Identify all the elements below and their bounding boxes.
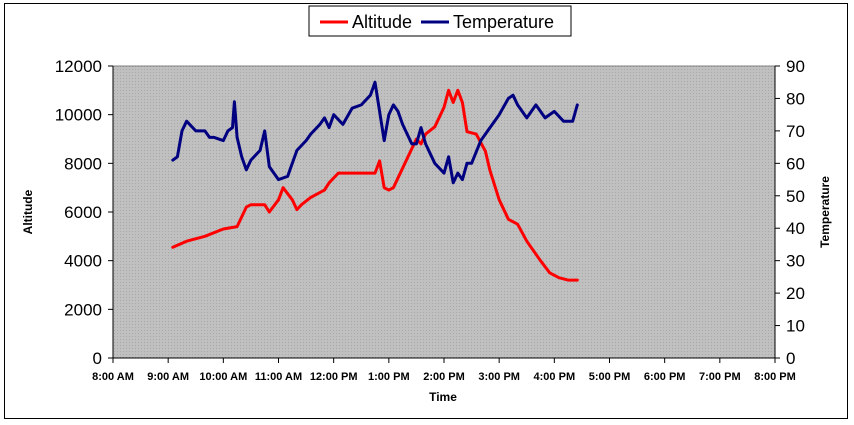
y2-tick-label: 10 (786, 317, 805, 336)
axes: 0 2000 4000 6000 8000 10000 12000 0 10 20 30 40 50 60… (55, 57, 805, 383)
y2-tick-label: 90 (786, 57, 805, 76)
legend: Altitude Temperature (308, 5, 572, 37)
x-tick-label: 9:00 AM (147, 371, 189, 383)
x-tick-label: 4:00 PM (534, 371, 576, 383)
y2-tick-label: 30 (786, 252, 805, 271)
y2-tick-label: 60 (786, 154, 805, 173)
y2-tick-label: 50 (786, 187, 805, 206)
y-tick-label: 2000 (64, 300, 102, 319)
y2-tick-label: 0 (786, 349, 795, 368)
y-tick-label: 8000 (64, 154, 102, 173)
y2-tick-label: 20 (786, 284, 805, 303)
y2-tick-label: 40 (786, 219, 805, 238)
series-line-temperature (171, 80, 579, 185)
x-tick-label: 8:00 AM (92, 371, 134, 383)
x-tick-label: 5:00 PM (589, 371, 631, 383)
x-tick-label: 7:00 PM (699, 371, 741, 383)
series-line-altitude (171, 88, 579, 282)
series-layer (171, 80, 579, 282)
plot-area (112, 65, 776, 359)
y-tick-label: 0 (93, 349, 102, 368)
x-tick-label: 1:00 PM (368, 371, 410, 383)
x-tick-label: 11:00 AM (255, 371, 302, 383)
x-tick-label: 6:00 PM (644, 371, 686, 383)
y-tick-label: 12000 (55, 57, 102, 76)
x-tick-label: 8:00 PM (754, 371, 796, 383)
y-axis-title: Altitude (21, 189, 35, 234)
y2-tick-label: 80 (786, 89, 805, 108)
x-tick-label: 10:00 AM (199, 371, 247, 383)
x-tick-label: 2:00 PM (423, 371, 465, 383)
y-tick-label: 6000 (64, 203, 102, 222)
legend-label-temperature: Temperature (453, 12, 554, 32)
y-tick-label: 10000 (55, 106, 102, 125)
x-tick-label: 3:00 PM (478, 371, 520, 383)
x-tick-label: 12:00 PM (310, 371, 358, 383)
y-tick-label: 4000 (64, 252, 102, 271)
legend-label-altitude: Altitude (352, 12, 412, 32)
x-axis-title: Time (429, 390, 457, 404)
y2-tick-label: 70 (786, 122, 805, 141)
y2-axis-title: Temperature (818, 176, 832, 248)
